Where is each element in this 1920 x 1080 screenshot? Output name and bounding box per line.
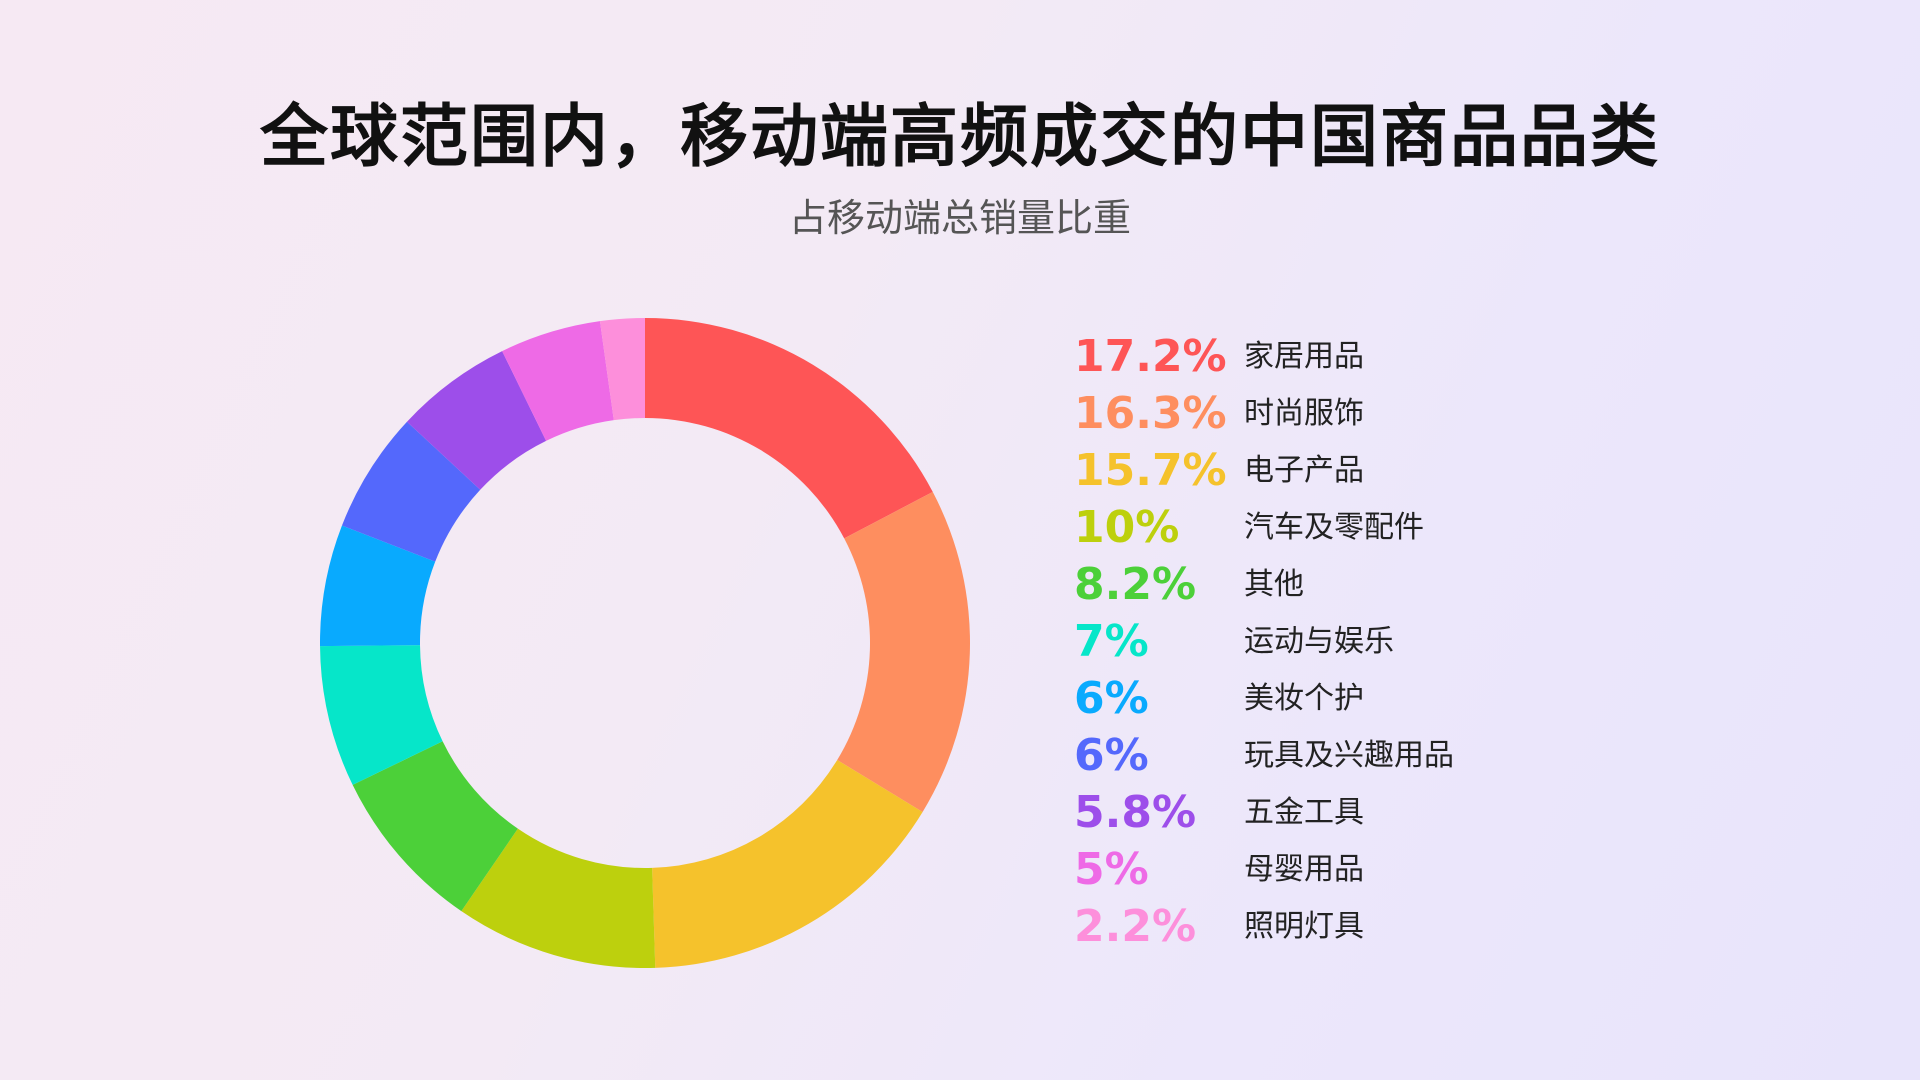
legend-value: 5%: [1074, 844, 1149, 895]
legend-value: 2.2%: [1074, 901, 1197, 952]
legend-item: 5% 母婴用品: [1074, 841, 1674, 898]
donut-slice: [352, 741, 518, 912]
legend-value: 6%: [1074, 730, 1149, 781]
donut-slice: [837, 491, 970, 812]
legend-item: 15.7% 电子产品: [1074, 442, 1674, 499]
legend-item: 6% 玩具及兴趣用品: [1074, 727, 1674, 784]
legend-item: 16.3% 时尚服饰: [1074, 385, 1674, 442]
legend-label: 电子产品: [1244, 453, 1364, 488]
donut-slice: [320, 525, 436, 647]
legend-label: 家居用品: [1244, 339, 1364, 374]
legend-label: 其他: [1244, 567, 1304, 602]
legend-item: 10% 汽车及零配件: [1074, 499, 1674, 556]
legend-label: 运动与娱乐: [1244, 624, 1394, 659]
donut-slice: [320, 645, 443, 785]
legend-value: 5.8%: [1074, 787, 1197, 838]
legend-item: 6% 美妆个护: [1074, 670, 1674, 727]
chart-header: 全球范围内，移动端高频成交的中国商品品类 占移动端总销量比重: [0, 88, 1920, 248]
legend-value: 16.3%: [1074, 388, 1227, 439]
donut-slice: [645, 318, 933, 539]
donut-slice: [599, 318, 645, 421]
legend-value: 7%: [1074, 616, 1149, 667]
legend-label: 母婴用品: [1244, 852, 1364, 887]
legend-item: 7% 运动与娱乐: [1074, 613, 1674, 670]
legend-label: 照明灯具: [1244, 909, 1364, 944]
legend-item: 17.2% 家居用品: [1074, 328, 1674, 385]
legend-label: 时尚服饰: [1244, 396, 1364, 431]
legend-label: 汽车及零配件: [1244, 510, 1424, 545]
legend-label: 美妆个护: [1244, 681, 1364, 716]
donut-slice: [652, 759, 923, 968]
legend-value: 6%: [1074, 673, 1149, 724]
chart-legend: 17.2% 家居用品 16.3% 时尚服饰 15.7% 电子产品 10% 汽车及零配件 8.2%…: [1074, 328, 1674, 955]
legend-item: 5.8% 五金工具: [1074, 784, 1674, 841]
donut-slice: [341, 421, 481, 562]
legend-label: 玩具及兴趣用品: [1244, 738, 1454, 773]
legend-value: 10%: [1074, 502, 1180, 553]
chart-title: 全球范围内，移动端高频成交的中国商品品类: [259, 98, 1660, 177]
chart-subtitle: 占移动端总销量比重: [788, 196, 1131, 240]
legend-value: 17.2%: [1074, 331, 1227, 382]
donut-slice: [502, 321, 614, 441]
legend-item: 8.2% 其他: [1074, 556, 1674, 613]
legend-label: 五金工具: [1244, 795, 1364, 830]
legend-value: 15.7%: [1074, 445, 1227, 496]
legend-value: 8.2%: [1074, 559, 1197, 610]
donut-slice: [461, 828, 656, 968]
donut-slice: [406, 351, 547, 490]
legend-item: 2.2% 照明灯具: [1074, 898, 1674, 955]
